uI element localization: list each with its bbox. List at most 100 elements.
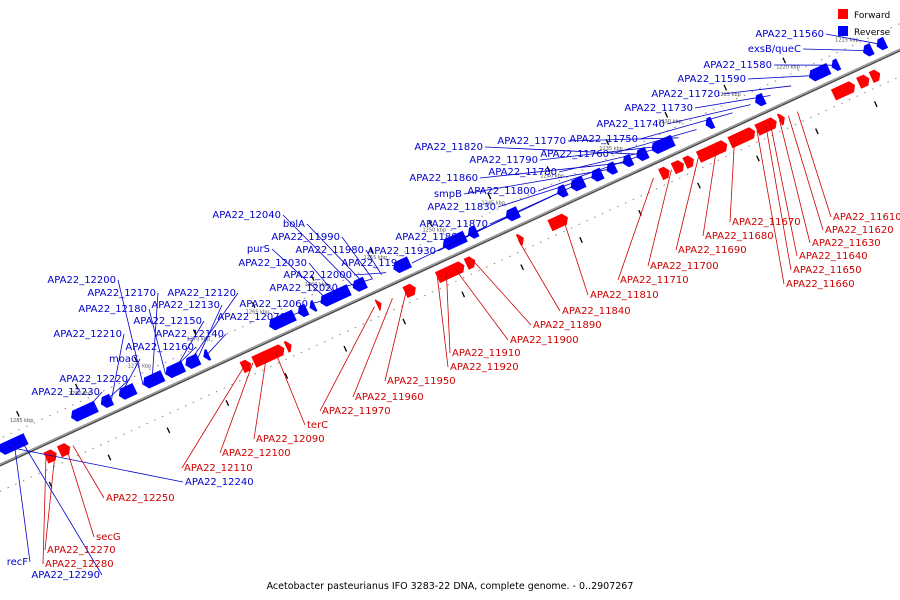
reverse-gene-label[interactable]: APA22_11930 <box>367 246 436 257</box>
reverse-gene-label[interactable]: APA22_12060 <box>239 299 308 310</box>
reverse-gene-label[interactable]: APA22_11870 <box>419 219 488 230</box>
reverse-gene-label[interactable]: APA22_11750 <box>569 134 638 145</box>
reverse-gene-label[interactable]: APA22_12150 <box>133 316 202 327</box>
forward-gene-label[interactable]: APA22_11810 <box>590 290 659 301</box>
reverse-gene-label[interactable]: APA22_11820 <box>414 142 483 153</box>
reverse-gene-label[interactable]: APA22_11590 <box>677 74 746 85</box>
forward-gene-arrow[interactable] <box>463 256 476 270</box>
reverse-gene-arrow[interactable] <box>143 370 166 389</box>
forward-gene-label[interactable]: APA22_11660 <box>786 279 855 290</box>
reverse-gene-label[interactable]: APA22_12070 <box>217 312 286 323</box>
reverse-gene-arrow[interactable] <box>309 300 318 312</box>
forward-gene-arrow[interactable] <box>868 69 881 83</box>
reverse-gene-arrow[interactable] <box>185 353 202 370</box>
forward-gene-label[interactable]: APA22_11670 <box>732 217 801 228</box>
forward-gene-arrow[interactable] <box>547 213 568 232</box>
forward-gene-label[interactable]: APA22_11690 <box>678 245 747 256</box>
reverse-gene-arrow[interactable] <box>809 63 832 82</box>
reverse-gene-label[interactable]: APA22_11770 <box>497 136 566 147</box>
forward-gene-label[interactable]: APA22_11620 <box>825 225 894 236</box>
forward-gene-label[interactable]: APA22_11640 <box>799 251 868 262</box>
forward-gene-arrow[interactable] <box>695 140 728 163</box>
reverse-gene-arrow[interactable] <box>831 58 842 72</box>
forward-gene-arrow[interactable] <box>239 359 252 374</box>
forward-gene-label[interactable]: APA22_11710 <box>620 275 689 286</box>
forward-gene-label[interactable]: APA22_11900 <box>510 335 579 346</box>
forward-gene-label[interactable]: APA22_12100 <box>222 448 291 459</box>
reverse-gene-label[interactable]: APA22_11860 <box>409 173 478 184</box>
reverse-gene-label[interactable]: purS <box>247 244 270 255</box>
forward-gene-arrow[interactable] <box>515 234 524 246</box>
forward-gene-arrow[interactable] <box>856 74 870 89</box>
reverse-gene-label[interactable]: APA22_12220 <box>59 374 128 385</box>
forward-gene-arrow[interactable] <box>754 117 777 136</box>
forward-gene-label[interactable]: APA22_11630 <box>812 238 881 249</box>
forward-gene-label[interactable]: APA22_12090 <box>256 434 325 445</box>
forward-gene-label[interactable]: terC <box>307 420 328 431</box>
forward-gene-label[interactable]: APA22_11650 <box>793 265 862 276</box>
reverse-gene-label[interactable]: APA22_11940 <box>341 258 410 269</box>
forward-gene-arrow[interactable] <box>670 160 684 175</box>
forward-gene-arrow[interactable] <box>402 283 416 298</box>
reverse-gene-arrow[interactable] <box>100 393 115 408</box>
reverse-gene-label[interactable]: APA22_12020 <box>269 283 338 294</box>
reverse-gene-arrow[interactable] <box>591 167 605 182</box>
forward-gene-label[interactable]: APA22_11950 <box>387 376 456 387</box>
forward-gene-arrow[interactable] <box>374 299 382 311</box>
reverse-gene-label[interactable]: APA22_11730 <box>624 103 693 114</box>
reverse-gene-arrow[interactable] <box>118 383 138 400</box>
reverse-gene-label[interactable]: APA22_12030 <box>238 258 307 269</box>
reverse-gene-label[interactable]: APA22_11790 <box>469 155 538 166</box>
reverse-gene-label[interactable]: bolA <box>283 219 305 230</box>
reverse-gene-label[interactable]: APA22_11780 <box>488 167 557 178</box>
forward-gene-arrow[interactable] <box>283 341 292 353</box>
reverse-gene-arrow[interactable] <box>863 43 875 57</box>
forward-gene-label[interactable]: APA22_12250 <box>106 493 175 504</box>
reverse-gene-arrow[interactable] <box>468 225 480 239</box>
reverse-gene-label[interactable]: APA22_12160 <box>125 342 194 353</box>
reverse-gene-label[interactable]: APA22_11580 <box>703 60 772 71</box>
forward-gene-arrow[interactable] <box>56 443 71 458</box>
reverse-gene-label[interactable]: APA22_11800 <box>467 186 536 197</box>
forward-gene-label[interactable]: APA22_11610 <box>833 212 900 223</box>
reverse-gene-arrow[interactable] <box>755 92 767 107</box>
forward-gene-arrow[interactable] <box>830 81 855 101</box>
reverse-gene-arrow[interactable] <box>876 36 889 51</box>
forward-gene-label[interactable]: APA22_12110 <box>184 463 253 474</box>
reverse-gene-label[interactable]: APA22_12290 <box>31 570 100 581</box>
reverse-gene-label[interactable]: APA22_12140 <box>155 329 224 340</box>
reverse-gene-label[interactable]: APA22_11720 <box>651 89 720 100</box>
forward-gene-label[interactable]: APA22_12280 <box>45 559 114 570</box>
reverse-gene-label[interactable]: APA22_12200 <box>47 275 116 286</box>
reverse-gene-label[interactable]: APA22_11990 <box>271 232 340 243</box>
reverse-gene-label[interactable]: APA22_12230 <box>31 387 100 398</box>
forward-gene-arrow[interactable] <box>776 113 785 126</box>
forward-gene-label[interactable]: APA22_11890 <box>533 320 602 331</box>
reverse-gene-label[interactable]: APA22_12240 <box>185 477 254 488</box>
reverse-gene-arrow[interactable] <box>393 256 412 274</box>
forward-gene-label[interactable]: APA22_11920 <box>450 362 519 373</box>
reverse-gene-label[interactable]: APA22_11740 <box>596 119 665 130</box>
reverse-gene-label[interactable]: APA22_12130 <box>151 300 220 311</box>
forward-gene-arrow[interactable] <box>251 344 285 368</box>
reverse-gene-arrow[interactable] <box>352 276 368 292</box>
forward-gene-label[interactable]: APA22_11700 <box>650 261 719 272</box>
forward-gene-arrow[interactable] <box>43 449 57 464</box>
reverse-gene-label[interactable]: APA22_11980 <box>295 245 364 256</box>
reverse-gene-label[interactable]: exsB/queC <box>748 44 801 55</box>
reverse-gene-arrow[interactable] <box>651 134 676 154</box>
reverse-gene-arrow[interactable] <box>269 309 297 331</box>
reverse-gene-label[interactable]: APA22_12210 <box>53 329 122 340</box>
reverse-gene-arrow[interactable] <box>622 153 635 168</box>
forward-gene-label[interactable]: APA22_11840 <box>562 306 631 317</box>
reverse-gene-arrow[interactable] <box>0 433 29 455</box>
reverse-gene-label[interactable]: smpB <box>434 189 462 200</box>
reverse-gene-label[interactable]: APA22_11560 <box>755 29 824 40</box>
forward-gene-label[interactable]: APA22_11960 <box>355 392 424 403</box>
reverse-gene-arrow[interactable] <box>636 146 650 162</box>
forward-gene-label[interactable]: secG <box>96 532 121 543</box>
reverse-gene-arrow[interactable] <box>165 360 187 379</box>
forward-gene-label[interactable]: APA22_12270 <box>47 545 116 556</box>
forward-gene-label[interactable]: APA22_11970 <box>322 406 391 417</box>
reverse-gene-label[interactable]: APA22_12040 <box>212 210 281 221</box>
